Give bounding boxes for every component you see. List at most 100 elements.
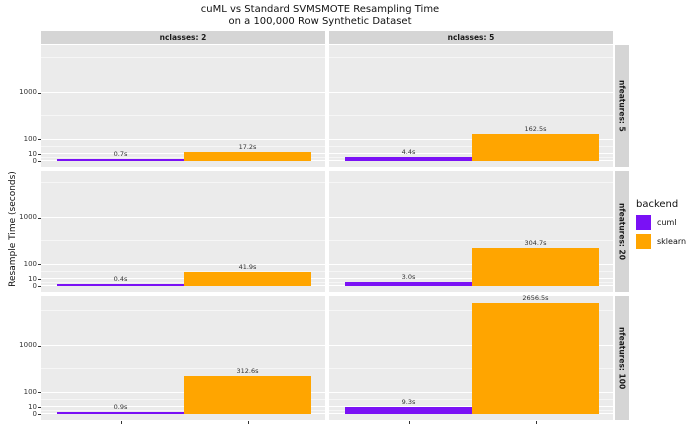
gridline-43 xyxy=(329,270,613,272)
bar-value-label-sklearn: 312.6s xyxy=(236,366,259,375)
x-tick-mark-cuml xyxy=(120,421,122,424)
bar-sklearn xyxy=(184,272,311,286)
y-tick-mark xyxy=(38,414,41,415)
chart-title-line1: cuML vs Standard SVMSMOTE Resampling Tim… xyxy=(200,4,440,15)
gridline-433 xyxy=(329,368,613,370)
gridline-433 xyxy=(41,115,325,117)
gridline-2300 xyxy=(329,56,613,58)
y-tick-label-1000: 1000 xyxy=(19,88,37,97)
gridline-2.5 xyxy=(41,156,325,158)
gridline-2300 xyxy=(329,309,613,311)
y-tick-mark xyxy=(38,217,41,219)
y-tick-mark xyxy=(38,92,41,94)
facet-panel-nclasses-5-nfeatures-20: 3.0s 304.7s xyxy=(329,171,613,292)
facet-col-strip-nclasses-5: nclasses: 5 xyxy=(329,31,613,44)
cuml-swatch-icon xyxy=(636,215,651,230)
gridline-10 xyxy=(329,406,613,408)
y-tick-mark xyxy=(38,286,41,287)
gridline-10 xyxy=(329,278,613,280)
facet-panel-nclasses-5-nfeatures-100: 9.3s 2656.5s xyxy=(329,294,613,420)
bar-value-label-cuml: 3.0s xyxy=(401,273,416,282)
gridline-43 xyxy=(41,398,325,400)
chart-title-line2: on a 100,000 Row Synthetic Dataset xyxy=(228,16,412,27)
legend: backend cuml sklearn xyxy=(636,199,686,253)
bar-value-label-cuml: 4.4s xyxy=(401,147,416,156)
bar-sklearn xyxy=(472,303,599,414)
chart-title: cuML vs Standard SVMSMOTE Resampling Tim… xyxy=(0,4,640,28)
y-tick-mark xyxy=(38,345,41,347)
gridline-2300 xyxy=(41,56,325,58)
y-tick-mark xyxy=(38,264,41,266)
gridline-100 xyxy=(41,391,325,393)
y-tick-label-10: 10 xyxy=(28,149,37,158)
facet-panel-nclasses-2-nfeatures-100: 0.9s 312.6s xyxy=(41,296,325,420)
gridline-2.5 xyxy=(41,281,325,283)
y-tick-label-1000: 1000 xyxy=(19,341,37,350)
legend-label-cuml: cuml xyxy=(657,218,677,227)
gridline-1000 xyxy=(329,217,613,218)
y-tick-label-10: 10 xyxy=(28,274,37,283)
facet-row-strip-nfeatures-5: nfeatures: 5 xyxy=(615,45,629,167)
bar-sklearn xyxy=(184,375,311,414)
legend-item-sklearn: sklearn xyxy=(636,234,686,249)
gridline-2300 xyxy=(41,309,325,311)
gridline-1000 xyxy=(41,217,325,218)
gridline-10 xyxy=(41,278,325,280)
gridline-433 xyxy=(41,240,325,242)
y-tick-mark xyxy=(38,161,41,162)
x-tick-mark-cuml xyxy=(408,421,410,424)
gridline-433 xyxy=(329,115,613,117)
bar-value-label-cuml: 0.9s xyxy=(113,402,128,411)
bar-value-label-sklearn: 162.5s xyxy=(524,124,547,133)
sklearn-swatch-icon xyxy=(636,234,651,249)
facet-col-strip-nclasses-2: nclasses: 2 xyxy=(41,31,325,44)
gridline-1000 xyxy=(41,92,325,93)
gridline-1000 xyxy=(41,345,325,346)
bar-value-label-cuml: 0.4s xyxy=(113,275,128,283)
y-tick-label-0: 0 xyxy=(32,156,37,165)
facet-row-strip-nfeatures-100: nfeatures: 100 xyxy=(615,296,629,420)
facet-panel-nclasses-2-nfeatures-5: 0.7s 17.2s xyxy=(41,45,325,167)
x-tick-mark-sklearn xyxy=(535,421,537,424)
gridline-2.5 xyxy=(329,281,613,283)
y-tick-label-0: 0 xyxy=(32,281,37,290)
legend-item-cuml: cuml xyxy=(636,215,686,230)
facet-panel-nclasses-2-nfeatures-20: 0.4s 41.9s xyxy=(41,171,325,292)
bar-cuml xyxy=(345,282,472,286)
gridline-43 xyxy=(329,398,613,400)
gridline-10 xyxy=(41,153,325,155)
gridline-433 xyxy=(329,240,613,242)
gridline-2.5 xyxy=(41,409,325,411)
bar-value-label-sklearn: 41.9s xyxy=(238,263,257,272)
gridline-433 xyxy=(41,368,325,370)
bar-sklearn xyxy=(472,133,599,161)
bar-cuml xyxy=(345,156,472,161)
bar-cuml xyxy=(57,411,184,414)
gridline-100 xyxy=(329,391,613,393)
gridline-2300 xyxy=(329,181,613,183)
y-tick-mark xyxy=(38,407,41,409)
bar-cuml xyxy=(57,159,184,161)
y-tick-label-0: 0 xyxy=(32,409,37,418)
gridline-1000 xyxy=(329,92,613,93)
bar-value-label-sklearn: 17.2s xyxy=(238,143,257,152)
y-tick-label-100: 100 xyxy=(23,259,37,268)
bar-cuml xyxy=(345,407,472,414)
gridline-100 xyxy=(329,263,613,265)
y-tick-mark xyxy=(38,154,41,156)
gridline-43 xyxy=(41,145,325,147)
facet-row-strip-nfeatures-20: nfeatures: 20 xyxy=(615,171,629,292)
y-tick-label-100: 100 xyxy=(23,387,37,396)
gridline-10 xyxy=(329,153,613,155)
bar-value-label-sklearn: 304.7s xyxy=(524,239,547,248)
gridline-43 xyxy=(41,270,325,272)
gridline-2300 xyxy=(41,181,325,183)
y-tick-mark xyxy=(38,279,41,281)
y-tick-label-1000: 1000 xyxy=(19,213,37,222)
y-tick-mark xyxy=(38,392,41,394)
legend-label-sklearn: sklearn xyxy=(657,237,687,246)
gridline-100 xyxy=(329,138,613,140)
gridline-43 xyxy=(329,145,613,147)
bar-sklearn xyxy=(472,248,599,286)
